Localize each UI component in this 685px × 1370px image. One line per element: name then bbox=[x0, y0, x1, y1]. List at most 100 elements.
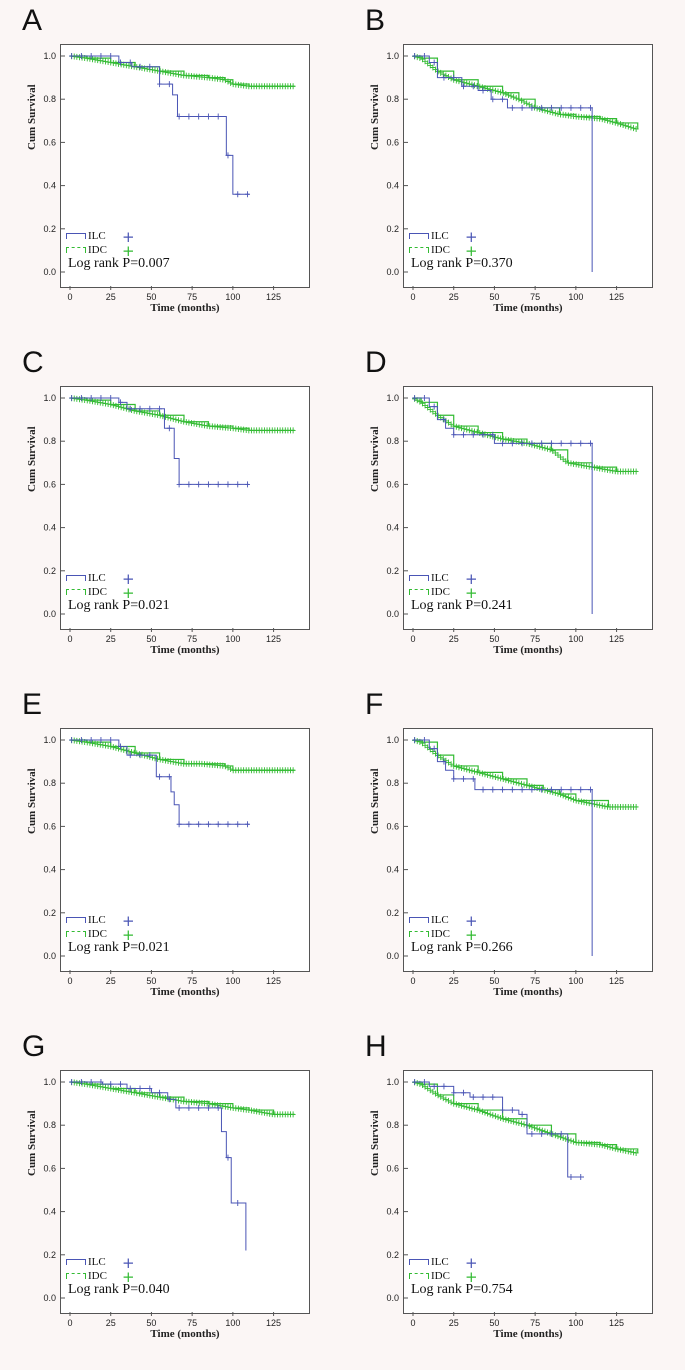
idc-censor-mark bbox=[162, 413, 168, 420]
idc-censor-mark bbox=[97, 57, 103, 64]
idc-censor-mark bbox=[103, 400, 109, 407]
idc-censor-mark bbox=[136, 1090, 142, 1097]
y-tick-label: 0.4 bbox=[386, 523, 399, 533]
idc-censor-mark bbox=[568, 460, 574, 467]
ilc-censor-mark bbox=[558, 1130, 564, 1137]
idc-censor-mark bbox=[142, 1091, 148, 1098]
x-tick-label: 50 bbox=[146, 634, 156, 644]
idc-censor-mark bbox=[461, 79, 467, 86]
legend-label: IDC bbox=[88, 928, 107, 940]
idc-censor-mark bbox=[419, 56, 425, 63]
idc-censor-mark bbox=[108, 401, 114, 408]
idc-censor-mark bbox=[487, 772, 493, 779]
idc-censor-mark bbox=[610, 467, 616, 474]
x-tick-label: 25 bbox=[106, 976, 116, 986]
idc-censor-mark bbox=[97, 1083, 103, 1090]
idc-censor-mark bbox=[92, 740, 98, 747]
plot-area bbox=[60, 386, 310, 630]
x-tick-label: 25 bbox=[449, 292, 459, 302]
ilc-censor-mark bbox=[431, 59, 437, 66]
idc-censor-mark bbox=[251, 1107, 257, 1114]
idc-censor-mark bbox=[95, 57, 101, 64]
x-tick-label: 75 bbox=[530, 1318, 540, 1328]
idc-censor-mark bbox=[89, 398, 95, 405]
idc-censor-mark bbox=[152, 1093, 158, 1100]
idc-censor-mark bbox=[552, 1132, 558, 1139]
idc-censor-mark bbox=[612, 1145, 618, 1152]
y-tick-label: 1.0 bbox=[386, 1077, 399, 1087]
ilc-censor-mark bbox=[480, 786, 486, 793]
idc-censor-mark bbox=[438, 69, 444, 76]
idc-censor-mark bbox=[500, 89, 506, 96]
idc-censor-mark bbox=[168, 758, 174, 765]
idc-censor-mark bbox=[534, 443, 540, 450]
ilc-censor-mark bbox=[412, 53, 418, 59]
y-tick-label: 0.6 bbox=[43, 137, 56, 147]
y-tick-label: 1.0 bbox=[386, 51, 399, 61]
idc-censor-mark bbox=[212, 1101, 218, 1108]
idc-censor-mark bbox=[448, 75, 454, 82]
ilc-survival-line bbox=[70, 55, 250, 195]
legend-swatch bbox=[66, 1259, 86, 1266]
legend-swatch bbox=[66, 233, 86, 240]
idc-survival-line bbox=[413, 1081, 639, 1154]
idc-censor-mark bbox=[495, 1114, 501, 1121]
idc-censor-mark bbox=[440, 1095, 446, 1102]
ilc-censor-mark bbox=[166, 425, 172, 432]
ilc-censor-mark bbox=[108, 737, 114, 743]
idc-censor-mark bbox=[485, 1110, 491, 1117]
y-tick-label: 0.6 bbox=[43, 479, 56, 489]
ilc-censor-mark bbox=[127, 1085, 133, 1092]
y-tick-label: 0.2 bbox=[43, 908, 56, 918]
panel-d: D Cum Survival 0.0 0.2 0.4 0.6 0.8 1.0 0 25 50 75… bbox=[343, 342, 685, 684]
ilc-censor-mark bbox=[69, 53, 75, 59]
ilc-censor-mark bbox=[490, 786, 496, 793]
idc-censor-mark bbox=[220, 762, 226, 769]
idc-censor-mark bbox=[492, 773, 498, 780]
ilc-censor-mark bbox=[480, 431, 486, 438]
idc-censor-mark bbox=[594, 464, 600, 471]
idc-censor-mark bbox=[414, 54, 420, 61]
ilc-censor-mark bbox=[205, 113, 211, 120]
idc-survival-line bbox=[413, 397, 638, 473]
x-tick-label: 25 bbox=[106, 292, 116, 302]
idc-censor-mark bbox=[547, 108, 553, 115]
idc-censor-mark bbox=[552, 789, 558, 796]
panel-letter: E bbox=[22, 688, 43, 721]
log-rank-pvalue: Log rank P=0.021 bbox=[68, 940, 170, 955]
legend-idc: IDC + bbox=[66, 584, 135, 602]
km-chart-svg: 0.0 0.2 0.4 0.6 0.8 1.0 0 25 50 75 100 125 bbox=[43, 51, 296, 302]
idc-censor-mark bbox=[256, 1108, 262, 1115]
y-tick-label: 0.0 bbox=[43, 1293, 56, 1303]
idc-censor-mark bbox=[565, 459, 571, 466]
idc-censor-mark bbox=[162, 757, 168, 764]
idc-censor-mark bbox=[95, 741, 101, 748]
ilc-survival-line bbox=[413, 739, 593, 956]
ilc-censor-mark bbox=[137, 752, 143, 759]
idc-censor-mark bbox=[456, 1101, 462, 1108]
ilc-censor-mark bbox=[225, 481, 231, 488]
idc-censor-mark bbox=[425, 404, 431, 411]
idc-censor-mark bbox=[414, 738, 420, 745]
idc-censor-mark bbox=[220, 1103, 226, 1110]
legend-ilc: ILC + bbox=[409, 570, 478, 588]
y-tick-label: 0.6 bbox=[386, 137, 399, 147]
ilc-censor-mark bbox=[558, 786, 564, 793]
idc-censor-mark bbox=[521, 1121, 527, 1128]
ilc-censor-mark bbox=[480, 1094, 486, 1101]
legend-censor-icon: + bbox=[122, 926, 135, 944]
idc-censor-mark bbox=[435, 68, 441, 75]
idc-censor-mark bbox=[160, 757, 166, 764]
x-tick-label: 100 bbox=[568, 634, 583, 644]
idc-censor-mark bbox=[92, 56, 98, 63]
x-tick-label: 0 bbox=[410, 634, 415, 644]
idc-censor-mark bbox=[617, 121, 623, 128]
x-tick-label: 50 bbox=[146, 292, 156, 302]
idc-censor-mark bbox=[453, 1101, 459, 1108]
ilc-censor-mark bbox=[539, 1130, 545, 1137]
legend-swatch bbox=[66, 575, 86, 582]
y-tick-label: 0.8 bbox=[43, 436, 56, 446]
ilc-censor-mark bbox=[431, 403, 437, 410]
idc-censor-mark bbox=[625, 123, 631, 130]
ilc-censor-mark bbox=[509, 1107, 515, 1114]
